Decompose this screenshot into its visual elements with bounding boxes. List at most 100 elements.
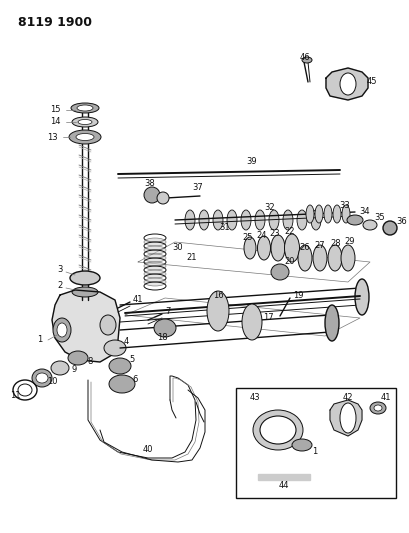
Text: 34: 34 — [359, 207, 369, 216]
Text: 31: 31 — [219, 223, 230, 232]
Ellipse shape — [53, 318, 71, 342]
Text: 11: 11 — [10, 391, 20, 400]
Text: 43: 43 — [249, 392, 260, 401]
Ellipse shape — [51, 361, 69, 375]
Text: 36: 36 — [396, 217, 407, 227]
Ellipse shape — [36, 373, 48, 383]
Ellipse shape — [76, 133, 94, 141]
Text: 22: 22 — [284, 228, 294, 237]
Ellipse shape — [184, 210, 195, 230]
Ellipse shape — [282, 210, 292, 230]
Ellipse shape — [71, 103, 99, 113]
Text: 9: 9 — [71, 366, 76, 375]
Ellipse shape — [72, 287, 98, 297]
Ellipse shape — [77, 105, 93, 111]
Ellipse shape — [104, 340, 126, 356]
Ellipse shape — [310, 210, 320, 230]
Ellipse shape — [144, 270, 166, 278]
Ellipse shape — [297, 245, 311, 271]
Ellipse shape — [109, 375, 135, 393]
Text: 17: 17 — [262, 313, 273, 322]
Ellipse shape — [324, 305, 338, 341]
Text: 24: 24 — [256, 231, 267, 240]
Ellipse shape — [332, 205, 340, 223]
Text: 29: 29 — [344, 238, 354, 246]
Ellipse shape — [157, 192, 169, 204]
Ellipse shape — [270, 235, 284, 261]
Text: 37: 37 — [192, 183, 203, 192]
Ellipse shape — [346, 215, 362, 225]
Text: 28: 28 — [330, 239, 340, 248]
Ellipse shape — [270, 264, 288, 280]
Text: 42: 42 — [342, 392, 353, 401]
Ellipse shape — [305, 205, 313, 223]
Ellipse shape — [154, 319, 175, 337]
Text: 41: 41 — [133, 295, 143, 304]
Text: 20: 20 — [284, 257, 294, 266]
Text: 40: 40 — [142, 446, 153, 455]
Ellipse shape — [57, 323, 67, 337]
Ellipse shape — [341, 205, 349, 223]
Text: 19: 19 — [292, 292, 303, 301]
Ellipse shape — [362, 220, 376, 230]
Ellipse shape — [254, 210, 264, 230]
Ellipse shape — [240, 210, 250, 230]
Ellipse shape — [198, 210, 209, 230]
Text: 23: 23 — [269, 230, 280, 238]
Ellipse shape — [144, 187, 160, 203]
Ellipse shape — [314, 205, 322, 223]
Text: 44: 44 — [278, 481, 288, 489]
Text: 2: 2 — [57, 281, 63, 290]
Ellipse shape — [259, 416, 295, 444]
Text: 39: 39 — [246, 157, 257, 166]
Ellipse shape — [100, 315, 116, 335]
Ellipse shape — [207, 291, 229, 331]
Text: 8119 1900: 8119 1900 — [18, 16, 92, 29]
Ellipse shape — [70, 271, 100, 285]
Ellipse shape — [144, 278, 166, 286]
Text: 46: 46 — [299, 53, 310, 62]
Ellipse shape — [144, 254, 166, 262]
Ellipse shape — [68, 351, 88, 365]
Ellipse shape — [69, 130, 101, 144]
Text: 14: 14 — [49, 117, 60, 126]
Ellipse shape — [227, 210, 236, 230]
Ellipse shape — [268, 210, 278, 230]
Ellipse shape — [339, 73, 355, 95]
Ellipse shape — [243, 237, 255, 259]
Ellipse shape — [213, 210, 222, 230]
Text: 41: 41 — [380, 392, 390, 401]
Ellipse shape — [144, 238, 166, 246]
Ellipse shape — [144, 246, 166, 254]
Ellipse shape — [382, 221, 396, 235]
Text: 3: 3 — [57, 265, 63, 274]
Text: 5: 5 — [129, 356, 134, 365]
Text: 21: 21 — [186, 254, 197, 262]
Ellipse shape — [32, 369, 52, 387]
Text: 38: 38 — [144, 180, 155, 189]
Text: 26: 26 — [299, 244, 310, 253]
Ellipse shape — [373, 405, 381, 411]
Ellipse shape — [252, 410, 302, 450]
Ellipse shape — [312, 245, 326, 271]
Text: 1: 1 — [312, 448, 317, 456]
Text: 45: 45 — [366, 77, 376, 86]
Ellipse shape — [323, 205, 331, 223]
Text: 1: 1 — [37, 335, 43, 344]
Text: 35: 35 — [374, 214, 384, 222]
Text: 18: 18 — [156, 334, 167, 343]
Text: 16: 16 — [212, 290, 223, 300]
Text: 27: 27 — [314, 241, 324, 251]
Ellipse shape — [369, 402, 385, 414]
Polygon shape — [52, 290, 120, 362]
Ellipse shape — [78, 119, 92, 125]
Ellipse shape — [291, 439, 311, 451]
Ellipse shape — [144, 262, 166, 270]
Polygon shape — [257, 474, 309, 480]
Bar — [236, 388, 395, 498]
Text: 10: 10 — [47, 377, 57, 386]
Ellipse shape — [339, 403, 355, 433]
Text: 32: 32 — [264, 204, 274, 213]
Ellipse shape — [109, 358, 131, 374]
Ellipse shape — [257, 236, 270, 260]
